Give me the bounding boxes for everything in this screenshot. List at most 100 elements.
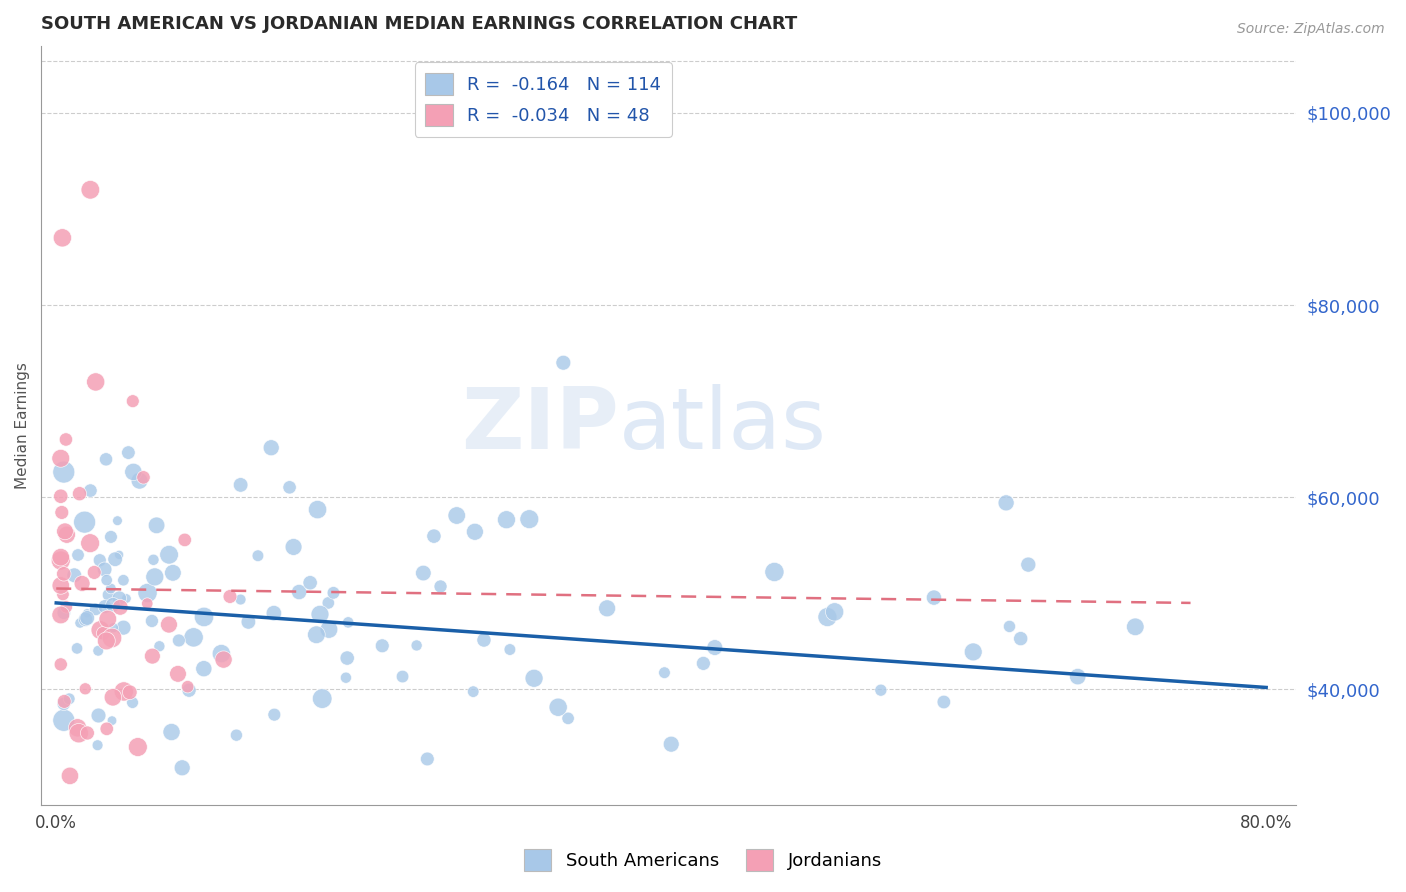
Point bbox=[58, 691, 80, 706]
Point bbox=[55, 599, 77, 614]
Point bbox=[91, 626, 114, 640]
Point bbox=[1017, 558, 1039, 572]
Point bbox=[322, 586, 344, 600]
Point bbox=[193, 610, 215, 624]
Point bbox=[143, 570, 166, 584]
Point bbox=[557, 711, 579, 725]
Point bbox=[86, 738, 108, 752]
Point bbox=[112, 621, 135, 635]
Point bbox=[84, 602, 107, 616]
Point bbox=[405, 639, 427, 653]
Point bbox=[70, 576, 93, 591]
Point bbox=[49, 578, 72, 592]
Point bbox=[49, 553, 72, 567]
Point bbox=[337, 615, 360, 630]
Point bbox=[122, 465, 145, 479]
Point bbox=[79, 183, 101, 197]
Point bbox=[49, 607, 72, 622]
Point bbox=[52, 465, 75, 479]
Point bbox=[157, 548, 180, 562]
Legend: R =  -0.164   N = 114, R =  -0.034   N = 48: R = -0.164 N = 114, R = -0.034 N = 48 bbox=[415, 62, 672, 137]
Point bbox=[84, 375, 107, 389]
Point bbox=[922, 591, 945, 605]
Point bbox=[115, 591, 138, 606]
Point bbox=[96, 573, 118, 587]
Point bbox=[654, 665, 676, 680]
Point bbox=[596, 601, 619, 615]
Point bbox=[283, 540, 305, 554]
Point bbox=[371, 639, 394, 653]
Point bbox=[89, 553, 111, 567]
Legend: South Americans, Jordanians: South Americans, Jordanians bbox=[517, 842, 889, 879]
Point bbox=[335, 671, 357, 685]
Point bbox=[100, 582, 122, 596]
Point bbox=[1123, 620, 1146, 634]
Point bbox=[870, 683, 893, 698]
Point bbox=[523, 671, 546, 685]
Point bbox=[94, 599, 117, 614]
Point bbox=[547, 700, 569, 714]
Point bbox=[53, 524, 76, 539]
Point bbox=[87, 708, 110, 723]
Point bbox=[69, 486, 91, 500]
Point bbox=[108, 591, 131, 606]
Point bbox=[172, 761, 194, 775]
Point bbox=[412, 566, 434, 580]
Point bbox=[311, 691, 333, 706]
Point bbox=[416, 752, 439, 766]
Point bbox=[89, 623, 111, 637]
Point bbox=[553, 356, 575, 370]
Point bbox=[56, 527, 79, 541]
Point bbox=[136, 586, 159, 600]
Point bbox=[112, 684, 135, 698]
Point bbox=[73, 515, 96, 529]
Point bbox=[173, 533, 195, 547]
Point bbox=[101, 690, 124, 705]
Point bbox=[118, 685, 141, 699]
Point bbox=[52, 714, 75, 728]
Point bbox=[52, 587, 75, 601]
Point bbox=[117, 445, 139, 459]
Point bbox=[76, 726, 98, 740]
Point bbox=[446, 508, 468, 523]
Point bbox=[94, 452, 117, 467]
Point bbox=[110, 600, 132, 615]
Point bbox=[225, 728, 247, 742]
Text: Source: ZipAtlas.com: Source: ZipAtlas.com bbox=[1237, 22, 1385, 37]
Point bbox=[472, 633, 495, 648]
Point bbox=[176, 680, 198, 694]
Point bbox=[463, 684, 485, 698]
Text: ZIP: ZIP bbox=[461, 384, 619, 467]
Point bbox=[464, 524, 486, 539]
Point bbox=[962, 645, 984, 659]
Y-axis label: Median Earnings: Median Earnings bbox=[15, 362, 30, 489]
Point bbox=[278, 480, 301, 494]
Point bbox=[692, 657, 714, 671]
Point bbox=[108, 548, 131, 562]
Point bbox=[141, 614, 163, 628]
Point bbox=[75, 681, 97, 696]
Point bbox=[219, 590, 242, 604]
Point bbox=[136, 597, 159, 611]
Point bbox=[145, 518, 167, 533]
Point bbox=[83, 566, 105, 580]
Point bbox=[96, 722, 118, 736]
Point bbox=[336, 651, 359, 665]
Point bbox=[59, 769, 82, 783]
Point bbox=[49, 550, 72, 565]
Text: atlas: atlas bbox=[619, 384, 827, 467]
Point bbox=[423, 529, 446, 543]
Point bbox=[299, 575, 322, 590]
Point bbox=[79, 483, 101, 498]
Point bbox=[499, 642, 522, 657]
Point bbox=[246, 549, 269, 563]
Point bbox=[229, 592, 252, 607]
Point bbox=[104, 552, 127, 566]
Point bbox=[815, 610, 838, 624]
Point bbox=[148, 639, 170, 653]
Point bbox=[659, 737, 682, 751]
Point bbox=[288, 585, 311, 599]
Point bbox=[121, 394, 143, 409]
Point bbox=[52, 697, 75, 711]
Point bbox=[127, 739, 149, 754]
